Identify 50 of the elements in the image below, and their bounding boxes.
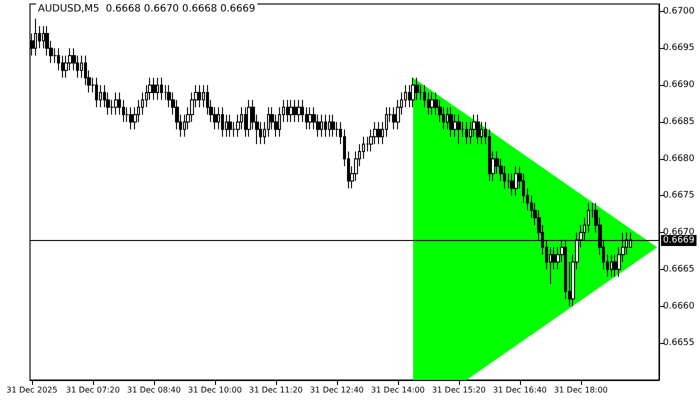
y-tick-label: 0.6695 (663, 43, 694, 54)
candlestick (457, 114, 461, 145)
candlestick (377, 121, 381, 145)
x-tick-label: 31 Dec 10:00 (188, 386, 242, 394)
x-tick-label: 31 Dec 2025 (6, 386, 58, 394)
x-tick-label: 31 Dec 15:20 (432, 386, 486, 394)
candlestick (293, 99, 297, 122)
x-tick-label: 31 Dec 07:20 (66, 386, 120, 394)
y-tick-label: 0.6660 (663, 301, 695, 312)
candlestick (114, 92, 118, 116)
x-tick-label: 31 Dec 12:40 (310, 386, 364, 394)
candlestick (610, 254, 613, 278)
candlestick (449, 106, 453, 138)
chart-title: AUDUSD,M5 0.6668 0.6670 0.6668 0.6669 (38, 4, 256, 14)
candlestick (247, 99, 251, 138)
candlestick (152, 77, 156, 100)
y-tick-label: 0.6655 (663, 338, 694, 348)
candlestick (476, 114, 480, 145)
x-tick-label: 31 Dec 14:00 (370, 386, 425, 394)
candlestick (289, 99, 293, 122)
candlestick (228, 114, 232, 138)
candlestick (411, 77, 415, 108)
candlestick (160, 77, 163, 100)
candlestick (221, 106, 224, 138)
ref-line-label: 0.6669 (663, 236, 695, 246)
candlestick (430, 92, 434, 116)
candlestick (331, 114, 335, 138)
candlestick (95, 77, 98, 108)
candlestick (34, 18, 37, 56)
candlestick (465, 121, 468, 145)
candlestick (308, 106, 312, 130)
candlestick (198, 84, 201, 108)
candlestick (297, 99, 301, 122)
candlestick (320, 114, 323, 138)
x-tick-label: 31 Dec 16:40 (492, 386, 547, 394)
x-tick-label: 31 Dec 08:40 (126, 386, 181, 394)
candlestick (328, 114, 331, 138)
y-tick-label: 0.6680 (663, 154, 695, 164)
y-tick-label: 0.6690 (663, 80, 695, 90)
candlestick (286, 99, 289, 122)
y-tick-label: 0.6675 (663, 190, 694, 201)
candlestick (324, 114, 327, 138)
y-tick-label: 0.6700 (663, 6, 695, 16)
candlestick (156, 77, 159, 100)
x-tick-label: 31 Dec 18:00 (554, 386, 608, 394)
candlestick (514, 166, 518, 196)
x-tick-label: 31 Dec 11:20 (248, 386, 303, 394)
y-tick-label: 0.6665 (663, 264, 694, 274)
candlestick (129, 106, 133, 130)
y-tick-label: 0.6685 (663, 116, 694, 127)
